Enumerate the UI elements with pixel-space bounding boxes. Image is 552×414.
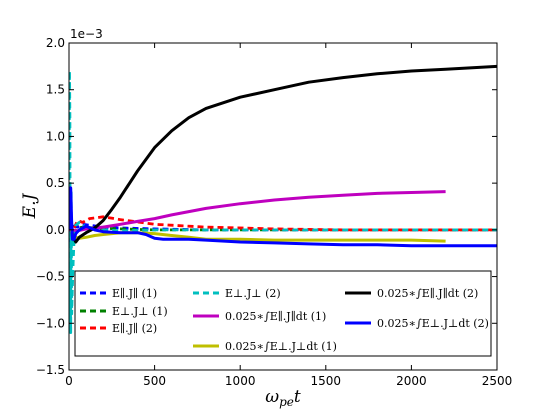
- y-tick-label: 1.0: [46, 129, 65, 143]
- series-line-6: [69, 64, 497, 244]
- y-tick-label: 2.0: [46, 36, 65, 50]
- y-tick-label: −0.5: [36, 270, 65, 284]
- x-tick-label: 1000: [225, 374, 256, 388]
- legend-label-7: 0.025∗∫E⊥.J⊥dt (2): [377, 317, 489, 330]
- ticks-layer: 0 500 1000 1500 2000 2500 −1.5 −1.0 −0.5 0.0 0.5 1.…: [36, 36, 512, 388]
- series-line-7: [69, 186, 497, 248]
- legend-label-3: E⊥.J⊥ (2): [225, 287, 281, 300]
- x-tick-label: 0: [65, 374, 73, 388]
- y-tick-label: 1.5: [46, 83, 65, 97]
- legend-label-2: E∥.J∥ (2): [112, 322, 157, 335]
- legend-label-4: 0.025∗∫E∥.J∥dt (1): [225, 310, 326, 323]
- legend-label-1: E⊥.J⊥ (1): [112, 305, 168, 318]
- y-tick-label: −1.5: [36, 363, 65, 377]
- y-tick-label: −1.0: [36, 316, 65, 330]
- legend: E∥.J∥ (1) E⊥.J⊥ (1) E∥.J∥ (2) E⊥.J⊥ (2) 0.02…: [74, 270, 492, 357]
- plot-frame: [68, 42, 498, 371]
- y-offset-label: 1e−3: [70, 27, 103, 41]
- series-line-3: [69, 69, 497, 334]
- legend-label-0: E∥.J∥ (1): [112, 287, 157, 300]
- series-line-2: [69, 209, 497, 241]
- x-tick-label: 1500: [311, 374, 342, 388]
- legend-label-6: 0.025∗∫E∥.J∥dt (2): [377, 287, 478, 300]
- legend-box: [74, 270, 492, 357]
- series-layer: [69, 64, 497, 334]
- x-tick-label: 500: [143, 374, 166, 388]
- x-tick-label: 2500: [482, 374, 513, 388]
- y-tick-label: 0.0: [46, 223, 65, 237]
- legend-label-5: 0.025∗∫E⊥.J⊥dt (1): [225, 340, 337, 353]
- x-tick-label: 2000: [396, 374, 427, 388]
- y-tick-label: 0.5: [46, 176, 65, 190]
- y-axis-label: E.J: [20, 193, 40, 220]
